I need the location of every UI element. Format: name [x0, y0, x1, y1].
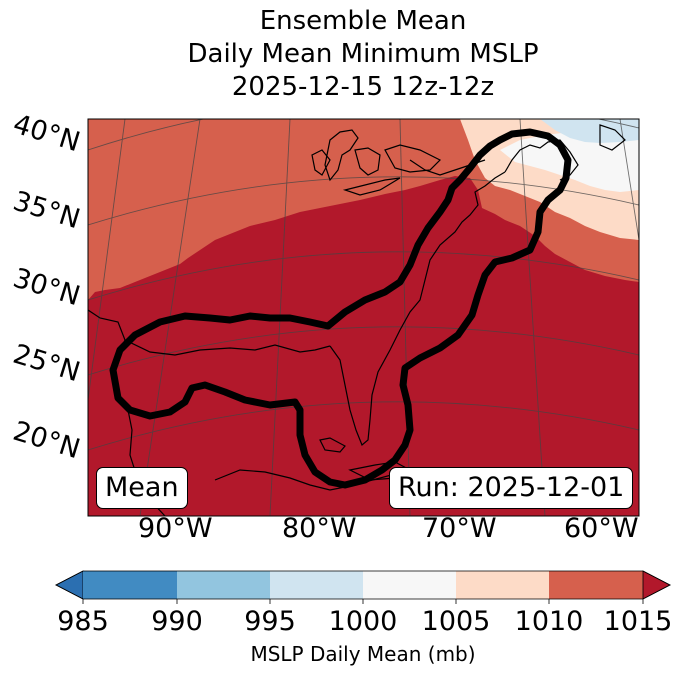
colorbar-label: MSLP Daily Mean (mb) [250, 642, 476, 666]
colorbar-tick-985: 985 [57, 606, 109, 637]
lon-label-70w: 70°W [422, 513, 497, 544]
colorbar-extend-low [55, 570, 84, 600]
lon-label-80w: 80°W [282, 513, 357, 544]
colorbar-tick-990: 990 [151, 606, 203, 637]
colorbar-extend-high [642, 570, 671, 600]
colorbar [55, 570, 671, 604]
pressure-field-995 [540, 119, 639, 143]
title-line-2: Daily Mean Minimum MSLP [187, 39, 539, 69]
colorbar-tick-1010: 1010 [514, 606, 584, 637]
map-field [88, 119, 639, 516]
colorbar-bin-990 [177, 571, 270, 599]
title-line-1: Ensemble Mean [259, 6, 467, 36]
colorbar-bin-985 [83, 571, 177, 599]
colorbar-tick-1000: 1000 [328, 606, 398, 637]
colorbar-tick-1015: 1015 [603, 606, 673, 637]
lon-label-90w: 90°W [138, 513, 213, 544]
colorbar-bin-1005 [456, 571, 549, 599]
run-label: Run: 2025-12-01 [389, 467, 634, 509]
colorbar-tick-995: 995 [244, 606, 296, 637]
colorbar-tick-1005: 1005 [421, 606, 491, 637]
contour-1015mb [109, 128, 572, 489]
mean-label: Mean [96, 467, 188, 509]
map-frame [87, 118, 640, 517]
lon-label-60w: 60°W [564, 513, 639, 544]
colorbar-bin-1010 [549, 571, 643, 599]
colorbar-bin-995 [270, 571, 363, 599]
colorbar-bin-1000 [363, 571, 456, 599]
title-line-3: 2025-12-15 12z-12z [231, 72, 495, 102]
